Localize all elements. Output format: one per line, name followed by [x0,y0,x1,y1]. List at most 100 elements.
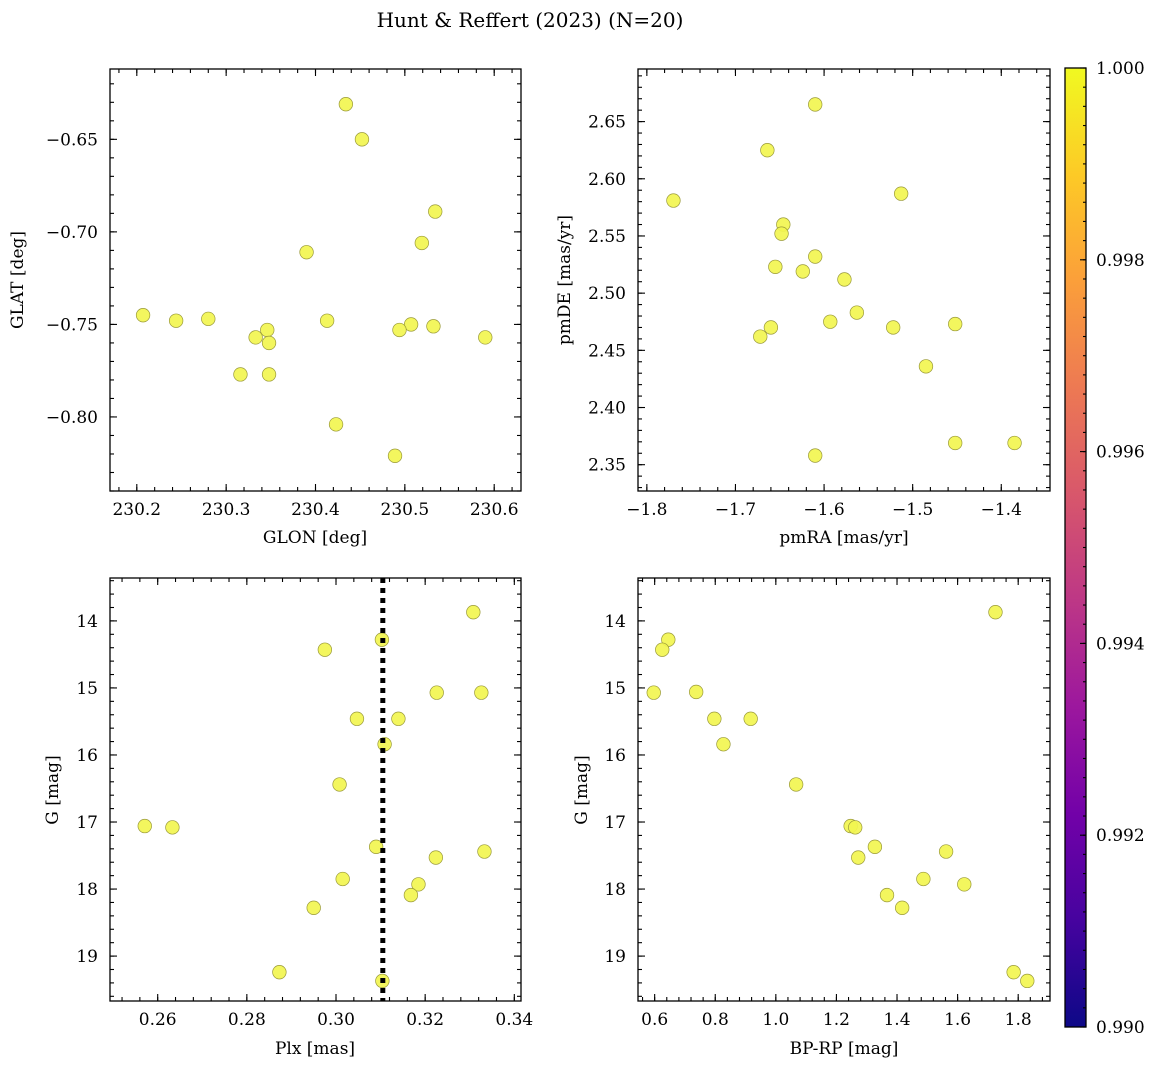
data-point [429,685,444,700]
data-point [849,305,864,320]
y-tick-label: 17 [604,813,626,833]
x-tick-label: 230.2 [112,500,161,520]
data-point [895,900,910,915]
axes-frame [637,577,1051,1002]
data-point [893,186,909,201]
colorbar-tick-label: 0.998 [1096,251,1145,271]
data-point [848,820,863,835]
data-point [886,320,901,335]
data-point [261,335,277,351]
data-point [938,844,954,859]
axes-frame [637,68,1051,492]
data-point [368,839,384,854]
data-point [879,887,895,903]
data-point [411,877,426,892]
y-tick-label: 2.50 [588,284,626,304]
x-tick-label: −1.5 [892,500,933,520]
colorbar-gradient [1065,68,1086,1027]
colorbar-tick-label: 0.996 [1096,443,1145,463]
y-tick-label: 18 [604,880,626,900]
x-tick-label: 1.0 [762,1010,789,1030]
data-point [299,245,314,260]
colorbar-tick-label: 1.000 [1096,59,1145,79]
data-point [795,264,810,279]
y-tick-label: 2.45 [588,341,626,361]
data-point [988,605,1003,620]
data-point [428,850,444,865]
y-tick-label: −0.75 [46,315,98,335]
data-point [335,871,350,887]
data-point [918,359,934,374]
data-point [403,317,419,332]
x-tick-label: 0.8 [702,1010,729,1030]
panel-glon-glat: 230.2 230.3 230.4 230.5 230.6 −0.80 −0.75 −0.70… [8,68,522,548]
data-point [707,711,722,726]
data-point [306,900,321,915]
y-tick-label: 15 [76,679,98,699]
y-tick-label: 2.60 [588,170,626,190]
y-tick-label: 14 [76,612,98,632]
data-point [867,839,883,854]
data-point [466,605,481,620]
data-point [137,818,152,834]
x-tick-label: −1.4 [981,500,1022,520]
x-tick-label: −1.6 [803,500,844,520]
y-tick-label: −0.70 [46,223,98,243]
x-tick-label: 1.2 [823,1010,850,1030]
colorbar-tick-label: 0.994 [1096,634,1145,654]
data-point [768,259,783,274]
y-tick-label: 17 [76,813,98,833]
axes-frame [109,68,522,492]
data-point [392,322,407,338]
axes-frame [109,577,522,1002]
ylabel-g-right: G [mag] [572,755,592,824]
data-point [319,313,335,328]
data-point [753,329,768,344]
data-point [788,777,804,792]
x-tick-label: 1.8 [1005,1010,1032,1030]
xlabel-plx: Plx [mas] [275,1039,355,1059]
y-tick-label: 2.55 [588,227,626,247]
data-point [666,193,681,208]
data-point [168,313,184,328]
data-point [689,684,704,700]
data-point [201,311,216,327]
y-tick-label: −0.65 [46,130,98,150]
xlabel-pmra: pmRA [mas/yr] [779,528,908,548]
data-point [233,367,248,382]
y-tick-label: 18 [76,880,98,900]
data-point [916,871,931,887]
data-point [428,204,443,219]
x-tick-label: 0.6 [641,1010,668,1030]
data-point [387,448,403,463]
x-tick-label: 0.26 [139,1010,177,1030]
ylabel-pmde: pmDE [mas/yr] [555,215,575,345]
y-tick-label: −0.80 [46,408,98,428]
data-point [808,448,823,463]
data-point [391,711,406,726]
data-point [328,417,344,432]
data-point [655,642,670,657]
data-point [743,711,758,726]
x-tick-label: 0.28 [228,1010,266,1030]
x-tick-label: 230.6 [470,500,519,520]
data-point [474,685,489,700]
data-point [808,97,823,112]
colorbar: 0.990 0.992 0.994 0.996 0.998 1.000 [1064,59,1145,1038]
panel-plx-g-content: 0.26 0.28 0.30 0.32 0.34 14 15 16 17 18 19 [76,577,533,1030]
data-point [808,249,823,264]
data-point [248,330,263,345]
data-point [338,97,354,112]
data-point [948,435,963,451]
data-point [354,132,370,147]
x-tick-label: 230.5 [381,500,430,520]
data-point [851,850,866,865]
xlabel-glon: GLON [deg] [263,528,367,548]
y-tick-label: 19 [604,947,626,967]
xlabel-bprp: BP-RP [mag] [790,1039,899,1059]
data-point [349,711,365,726]
panel-pmra-pmde-content: −1.8 −1.7 −1.6 −1.5 −1.4 2.35 2.40 2.45 2.50 2.55… [588,68,1051,520]
x-tick-label: 0.30 [317,1010,355,1030]
data-point [317,642,333,657]
